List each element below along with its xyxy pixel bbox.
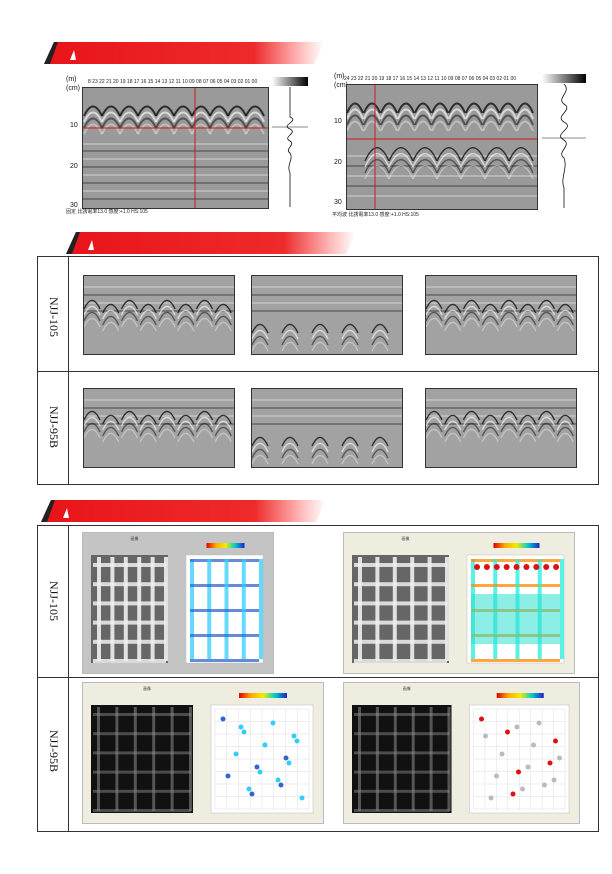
- map-title: 画像: [402, 686, 411, 691]
- right-depth-20: 20: [334, 159, 342, 166]
- left-top-ticks: 8 23 22 21 20 19 18 17 16 15 14 13 12 11…: [88, 79, 258, 85]
- left-depth-30: 30: [70, 202, 78, 209]
- s3-map-3: 画像: [82, 682, 324, 824]
- section1-banner: [44, 42, 324, 64]
- map-title: 画像: [401, 536, 410, 541]
- left-unit-m: (m): [66, 76, 77, 83]
- right-waveform: [542, 84, 586, 208]
- left-footer: 固定 比誘電率13.0 感度:+1.0 HS:105: [66, 209, 148, 215]
- s3-map-1: 画像: [82, 532, 274, 674]
- s2-scan-r2-c2: [251, 388, 403, 468]
- left-radar-image: [82, 87, 269, 209]
- section2-banner: [66, 232, 356, 254]
- map-title: 画像: [143, 686, 151, 691]
- map-title: 画像: [130, 536, 139, 541]
- s3-map-2: 画像: [343, 532, 575, 674]
- right-footer: 平均波 比誘電率13.0 感度:+1.0 HS:105: [332, 212, 419, 218]
- left-depth-10: 10: [70, 122, 78, 129]
- s2-scan-r2-c1: [83, 388, 235, 468]
- left-unit-cm: (cm): [66, 85, 80, 92]
- right-radar-image: [346, 84, 538, 210]
- s2-scan-r1-c2: [251, 275, 403, 355]
- s3-map-4: 画像: [343, 682, 580, 824]
- right-top-ticks: 24 23 22 21 20 19 18 17 16 15 14 13 12 1…: [344, 76, 517, 82]
- right-depth-30: 30: [334, 199, 342, 206]
- s2-row-label-2: NJJ-95B: [47, 405, 61, 448]
- section2-table: NJJ-105 NJJ-95B: [37, 256, 599, 485]
- s3-row-label-2: NJJ-95B: [47, 729, 61, 772]
- right-unit-m: (m): [334, 73, 345, 80]
- s2-scan-r2-c3: [425, 388, 577, 468]
- section3-table: NJJ-105 NJJ-95B 画像 画像 画像 画像: [37, 525, 599, 832]
- left-depth-20: 20: [70, 163, 78, 170]
- left-radar-panel: (m) (cm) 8 23 22 21 20 19 18 17 16 15 14…: [60, 75, 310, 215]
- right-depth-10: 10: [334, 118, 342, 125]
- right-radar-panel: (m) (cm) 24 23 22 21 20 19 18 17 16 15 1…: [330, 72, 590, 222]
- right-color-bar: [542, 74, 586, 83]
- section3-banner: [41, 500, 326, 522]
- s2-row-label-1: NJJ-105: [47, 296, 61, 337]
- right-unit-cm: (cm): [334, 82, 348, 89]
- s2-scan-r1-c3: [425, 275, 577, 355]
- s3-row-label-1: NJJ-105: [47, 580, 61, 621]
- left-color-bar: [272, 77, 308, 86]
- s2-scan-r1-c1: [83, 275, 235, 355]
- left-waveform: [272, 87, 308, 207]
